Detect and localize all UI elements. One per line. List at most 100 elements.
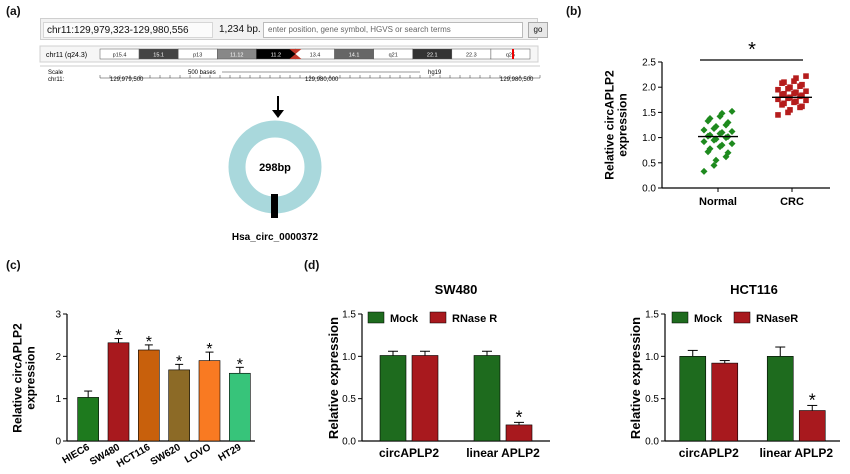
x-tick-label: HT29 (217, 442, 244, 464)
y-axis-label-line: expression (616, 93, 630, 156)
bar (411, 355, 439, 442)
y-tick-label: 1.0 (642, 133, 656, 144)
legend-label: Mock (694, 313, 723, 325)
data-point (700, 126, 708, 134)
data-point (803, 73, 809, 79)
chart-c: 0 1 2 3 Relative circAPLP2expression HIEC6 * SW… (10, 310, 255, 470)
panel-label-d: (d) (304, 258, 320, 272)
chr-label: chr11: (48, 77, 65, 83)
data-point (712, 123, 720, 131)
y-axis-label: Relative circAPLP2expression (10, 323, 37, 433)
search-input[interactable]: enter position, gene symbol, HGVS or sea… (263, 22, 523, 38)
band-label: 22.1 (427, 53, 438, 59)
circrna-size-label: 298bp (259, 162, 291, 174)
legend-swatch (367, 311, 385, 324)
data-point (781, 100, 787, 107)
bar (107, 342, 130, 442)
chart-title: HCT116 (730, 282, 778, 297)
y-tick-label: 1.5 (642, 108, 656, 119)
y-tick-label: 0.0 (645, 437, 659, 448)
x-tick-label: linear APLP2 (759, 446, 833, 460)
y-axis-label: Relative circAPLP2expression (602, 70, 629, 180)
panel-label-c: (c) (6, 258, 21, 272)
legend-label: RNaseR (756, 313, 798, 325)
y-tick-label: 3 (55, 310, 61, 321)
chrom-band (490, 48, 531, 60)
significance-star: * (146, 334, 152, 351)
y-tick-label: 0.5 (645, 394, 659, 405)
scale-track: Scale chr11: 500 bases hg19 129,979,500 … (40, 65, 541, 83)
assembly-label: hg19 (428, 70, 442, 76)
data-point (803, 88, 809, 95)
data-point (799, 92, 805, 99)
go-button[interactable]: go (528, 22, 548, 38)
data-point (781, 90, 787, 97)
panel-label-a: (a) (6, 4, 21, 18)
chromosome-ideogram: chr11 (q24.3) p15.4 15.1 p13 11.12 11.2 13.4 1… (39, 45, 539, 63)
bar (229, 372, 251, 442)
down-arrow-icon (272, 96, 284, 118)
band-label: 11.2 (271, 53, 281, 59)
y-tick-label: 1.5 (645, 310, 659, 321)
bar (168, 369, 190, 442)
data-point (718, 141, 726, 149)
band-label: q21 (389, 53, 398, 59)
data-point (724, 149, 732, 157)
y-axis-label-line: expression (24, 346, 38, 409)
scale-label: Scale (48, 70, 64, 76)
legend-label: RNase R (452, 313, 497, 325)
x-tick-label: SW620 (149, 442, 183, 468)
coord-1: 129,979,500 (110, 77, 144, 83)
y-tick-label: 0 (55, 437, 61, 448)
x-tick-label: circAPLP2 (679, 446, 739, 460)
position-field[interactable]: chr11:129,979,323-129,980,556 (43, 22, 213, 38)
data-point (787, 84, 793, 90)
data-point (787, 107, 793, 113)
bar (473, 355, 501, 442)
y-axis-label-line: Relative expression (326, 317, 341, 439)
x-tick-label: linear APLP2 (466, 446, 540, 460)
y-axis-label-line: Relative circAPLP2 (602, 70, 616, 180)
significance-star: * (176, 353, 182, 370)
y-tick-label: 1.0 (645, 352, 659, 363)
backsplice-marker (271, 194, 278, 218)
band-label: p15.4 (113, 53, 127, 59)
scale-text: 500 bases (188, 70, 216, 76)
y-tick-label: 0.0 (342, 437, 356, 448)
y-tick-label: 0.5 (342, 394, 356, 405)
data-point (706, 114, 714, 122)
band-label: 13.4 (310, 53, 321, 59)
band-label: 15.1 (153, 53, 164, 59)
data-point (728, 140, 736, 148)
y-tick-label: 0.0 (642, 184, 656, 195)
coord-3: 129,980,500 (500, 77, 534, 83)
data-point (781, 79, 787, 85)
data-point (799, 81, 805, 88)
significance-star: * (115, 328, 121, 345)
band-label: q25 (506, 53, 515, 59)
significance-star: * (809, 390, 816, 410)
y-tick-label: 2.5 (642, 58, 656, 69)
centromere-marker (289, 49, 302, 59)
y-tick-label: 2 (55, 352, 61, 363)
data-point (793, 98, 799, 105)
bar (711, 362, 739, 442)
legend-swatch (429, 311, 447, 324)
y-axis-label-line: Relative circAPLP2 (10, 323, 24, 433)
data-point (712, 135, 720, 143)
y-tick-label: 0.5 (642, 158, 656, 169)
genome-browser: chr11:129,979,323-129,980,556 1,234 bp. … (40, 18, 548, 88)
data-point (799, 103, 805, 110)
data-point (728, 128, 736, 136)
x-tick-label: circAPLP2 (379, 446, 439, 460)
legend-swatch (733, 311, 751, 324)
chart-title: SW480 (435, 282, 478, 297)
data-point (724, 118, 732, 126)
data-point (791, 78, 797, 84)
band-label: 22.3 (466, 53, 477, 59)
data-point (775, 86, 781, 93)
x-tick-label: Normal (699, 196, 737, 208)
browser-toolbar: chr11:129,979,323-129,980,556 1,234 bp. … (40, 18, 548, 40)
